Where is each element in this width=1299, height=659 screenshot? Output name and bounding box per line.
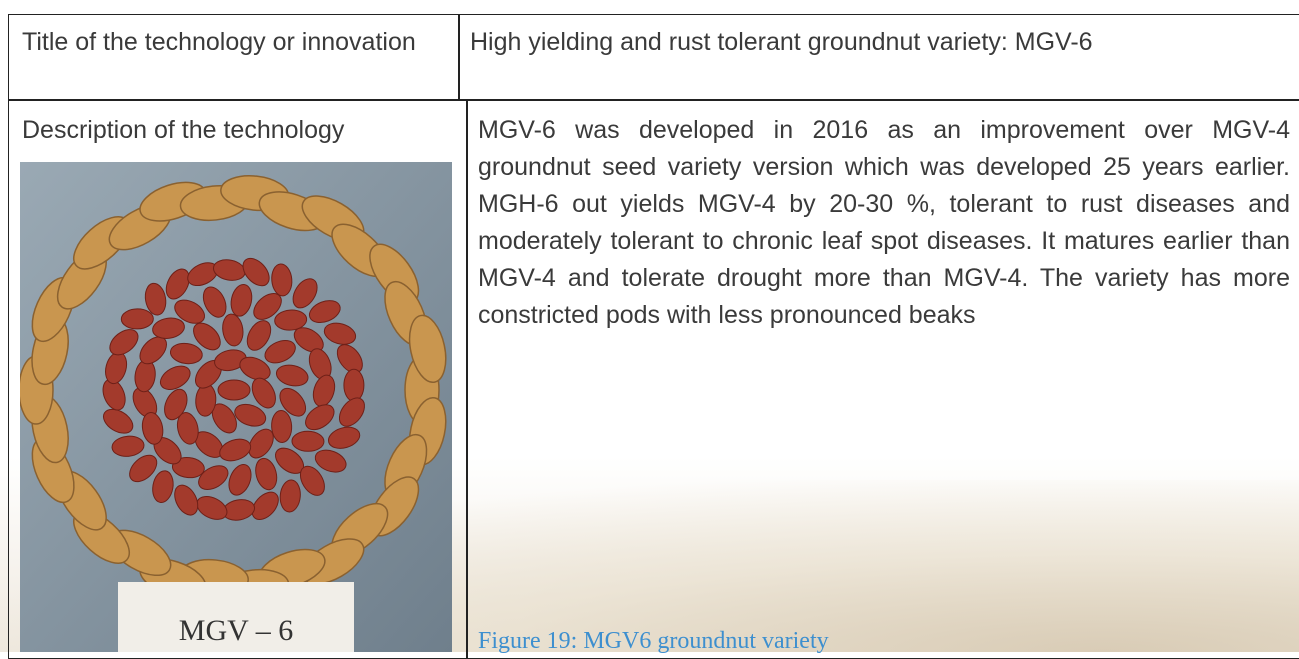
peanut-kernel bbox=[218, 380, 250, 400]
figure-caption: Figure 19: MGV6 groundnut variety bbox=[478, 628, 829, 655]
photo-label: MGV – 6 bbox=[179, 614, 293, 647]
peanut-kernel bbox=[292, 431, 324, 452]
cell-text: MGV-6 was developed in 2016 as an improv… bbox=[478, 112, 1290, 334]
page: {"table": {"rows": [ ["Title of the tech… bbox=[0, 0, 1299, 652]
cell-text: Title of the technology or innovation bbox=[22, 24, 448, 60]
cell-text: High yielding and rust tolerant groundnu… bbox=[470, 24, 1290, 60]
cell-text: Description of the technology bbox=[22, 112, 458, 148]
peanut-kernel bbox=[344, 369, 364, 401]
peanut-photo: MGV – 6 bbox=[20, 162, 452, 652]
peanut-kernel bbox=[121, 309, 153, 330]
